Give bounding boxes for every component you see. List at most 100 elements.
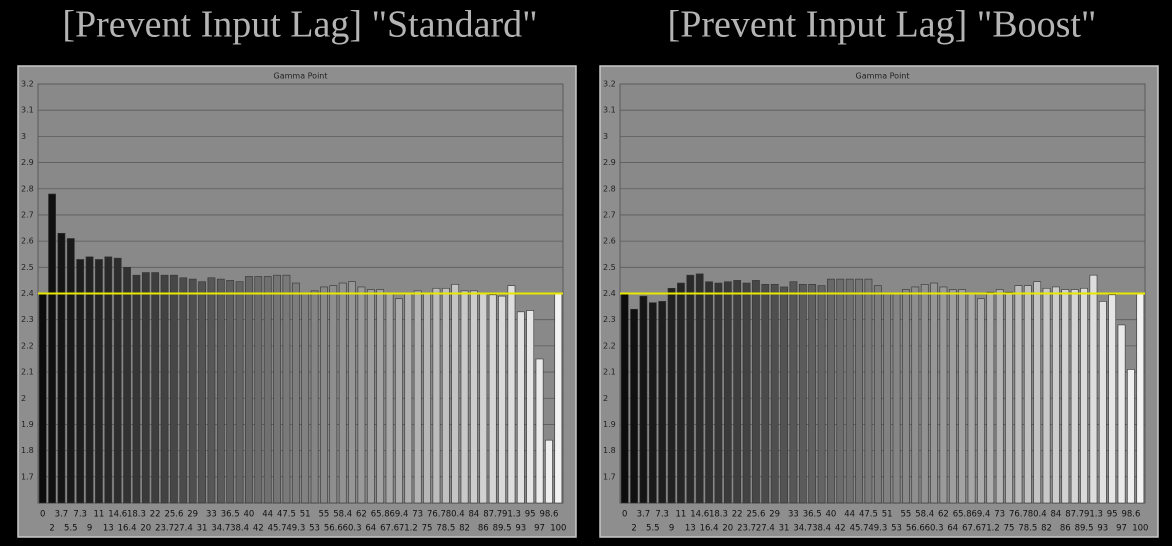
x-tick-label: 5.5: [64, 524, 78, 534]
bar: [76, 259, 85, 504]
bar: [413, 290, 422, 504]
x-tick-label: 58.4: [333, 510, 352, 520]
bar: [151, 272, 160, 504]
bar: [545, 439, 553, 504]
bar: [986, 291, 995, 504]
x-tick-label: 80.4: [446, 510, 465, 520]
x-tick-label: 2: [631, 524, 636, 534]
x-tick-label: 69.4: [971, 510, 990, 520]
x-tick-label: 69.4: [389, 510, 408, 520]
x-tick-label: 60.3: [925, 524, 944, 534]
bar: [263, 276, 272, 504]
bar: [648, 302, 657, 504]
bar: [817, 285, 826, 504]
y-tick-label: 3: [21, 132, 26, 141]
x-tick-label: 36.5: [221, 510, 240, 520]
bar: [1023, 285, 1032, 504]
bar: [207, 277, 216, 504]
bar: [451, 284, 460, 504]
x-tick-label: 87.7: [1065, 510, 1084, 520]
bar: [320, 286, 328, 504]
x-tick-label: 47.5: [277, 510, 296, 520]
bar: [864, 278, 873, 504]
bar: [432, 287, 441, 504]
x-tick-label: 64: [365, 524, 376, 534]
bar: [329, 285, 338, 504]
x-tick-label: 55: [901, 510, 912, 520]
x-tick-label: 82: [459, 524, 470, 534]
bar: [967, 293, 976, 504]
bar: [620, 293, 629, 504]
bar: [686, 274, 695, 504]
x-tick-label: 23.7: [155, 524, 174, 534]
bar: [658, 301, 667, 504]
y-tick-label: 2.7: [21, 210, 34, 219]
x-tick-label: 25.6: [164, 510, 183, 520]
x-tick-label: 44: [844, 510, 855, 520]
x-tick-label: 64: [947, 524, 958, 534]
chart-title: [Prevent Input Lag] "Standard": [62, 4, 537, 46]
bar: [404, 293, 413, 504]
x-tick-label: 22: [150, 510, 161, 520]
x-tick-label: 75: [1004, 524, 1015, 534]
bar: [1098, 301, 1107, 504]
y-tick-label: 2: [603, 394, 608, 403]
x-tick-label: 87.7: [483, 510, 502, 520]
x-tick-label: 65.8: [953, 510, 972, 520]
bar: [789, 281, 798, 504]
x-tick-label: 65.8: [371, 510, 390, 520]
x-tick-label: 53: [309, 524, 320, 534]
bar: [639, 295, 648, 504]
chart-title: [Prevent Input Lag] "Boost": [668, 4, 1097, 46]
x-tick-label: 76.7: [427, 510, 446, 520]
x-tick-label: 23.7: [737, 524, 756, 534]
x-tick-label: 14.6: [690, 510, 709, 520]
y-tick-label: 2.6: [603, 237, 616, 246]
x-tick-label: 16.4: [118, 524, 137, 534]
x-tick-label: 75: [422, 524, 433, 534]
bar: [535, 358, 544, 504]
x-tick-label: 78.5: [1018, 524, 1037, 534]
y-tick-label: 2.8: [603, 184, 616, 193]
x-tick-label: 27.4: [756, 524, 775, 534]
y-tick-label: 3.2: [603, 80, 616, 89]
y-tick-label: 2.1: [21, 368, 34, 377]
y-tick-label: 1.7: [21, 472, 34, 481]
bar: [705, 281, 713, 504]
bar: [752, 280, 760, 504]
x-tick-label: 25.6: [746, 510, 765, 520]
x-tick-label: 97: [1116, 524, 1127, 534]
x-tick-label: 73: [994, 510, 1005, 520]
x-tick-label: 40: [244, 510, 255, 520]
x-tick-label: 38.4: [812, 524, 831, 534]
x-tick-label: 2: [49, 524, 54, 534]
x-tick-label: 56.6: [906, 524, 925, 534]
y-tick-label: 3: [603, 132, 608, 141]
bar: [488, 294, 497, 504]
bar: [733, 280, 742, 504]
bar: [38, 293, 47, 504]
bar: [357, 286, 366, 504]
y-tick-label: 1.9: [21, 420, 34, 429]
bar: [1052, 286, 1060, 504]
bar: [798, 284, 807, 504]
x-tick-label: 38.4: [230, 524, 249, 534]
x-tick-label: 93: [1097, 524, 1108, 534]
bar: [470, 290, 478, 504]
bar: [911, 286, 920, 504]
x-tick-label: 45.7: [268, 524, 287, 534]
x-tick-label: 13: [103, 524, 114, 534]
bar: [423, 293, 431, 504]
x-tick-label: 31: [197, 524, 208, 534]
bar: [1108, 294, 1117, 504]
plot-title: Gamma Point: [856, 72, 910, 81]
x-tick-label: 62: [356, 510, 367, 520]
x-tick-label: 62: [938, 510, 949, 520]
x-tick-label: 29: [187, 510, 198, 520]
bar: [198, 281, 206, 504]
x-tick-label: 29: [769, 510, 780, 520]
x-tick-label: 89.5: [1075, 524, 1094, 534]
y-tick-label: 2.5: [21, 263, 34, 272]
x-tick-label: 47.5: [859, 510, 878, 520]
x-tick-label: 49.3: [868, 524, 887, 534]
